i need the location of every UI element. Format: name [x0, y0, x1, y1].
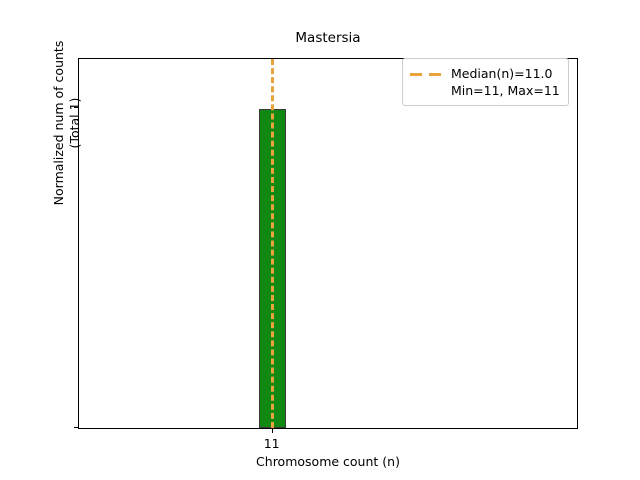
legend-entry-median: Median(n)=11.0: [451, 66, 553, 81]
x-axis-label: Chromosome count (n): [256, 454, 400, 469]
legend-text: Median(n)=11.0 Min=11, Max=11: [451, 65, 560, 99]
ytick-mark-1: [74, 107, 78, 109]
y-axis-label-line-1: Normalized num of counts: [51, 40, 66, 206]
median-line: [271, 59, 275, 428]
legend-dashed-line-icon: [410, 66, 444, 82]
xtick-mark-11: [271, 429, 273, 433]
plot-axes: [78, 58, 578, 429]
legend-entry-minmax: Min=11, Max=11: [451, 83, 560, 98]
ytick-mark-0: [74, 426, 78, 428]
legend: Median(n)=11.0 Min=11, Max=11: [402, 58, 569, 106]
xtick-label-11: 11: [263, 436, 280, 451]
chart-title: Mastersia: [295, 30, 361, 46]
